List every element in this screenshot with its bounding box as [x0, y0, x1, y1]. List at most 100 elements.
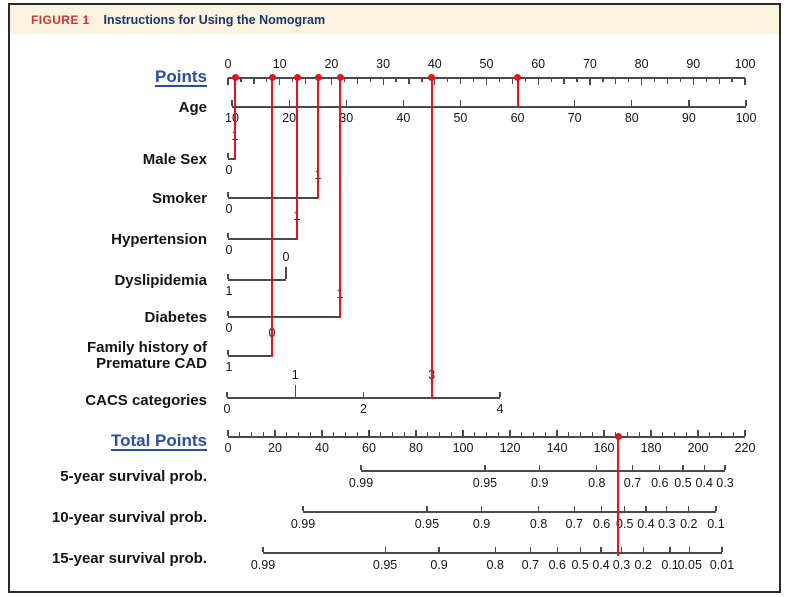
cacs-tick-label: 1 [291, 368, 299, 382]
total_points-tick [450, 431, 452, 436]
surv10-tick [666, 506, 668, 511]
figure-number-label: FIGURE 1 [31, 12, 90, 27]
surv5-tick-label: 0.7 [623, 476, 642, 490]
example-dot-diabetes [336, 74, 344, 82]
male_sex-tick [227, 153, 229, 158]
surv10-tick [480, 506, 483, 511]
surv5-tick [682, 465, 684, 470]
example-dot-smoker [314, 74, 322, 82]
axis-label-hypertension: Hypertension [111, 231, 207, 248]
total_points-tick [544, 431, 546, 436]
surv10-tick-label: 0.2 [680, 517, 698, 531]
total_points-tick [650, 429, 652, 436]
total_points-tick-label: 140 [546, 441, 568, 455]
axis-line-surv5 [361, 470, 725, 472]
age-tick [288, 99, 290, 106]
points-tick [550, 78, 552, 83]
surv15-tick [721, 547, 723, 552]
example-dot-hypertension [293, 74, 301, 82]
surv15-tick-label: 0.1 [661, 558, 679, 572]
axis-line-diabetes [228, 316, 340, 318]
total_points-tick-label: 40 [315, 441, 329, 455]
figure-header: FIGURE 1 Instructions for Using the Nomo… [10, 5, 779, 34]
axis-label-age: Age [178, 99, 207, 116]
total_points-tick [403, 431, 405, 436]
points-tick [498, 78, 501, 83]
surv15-tick [600, 547, 602, 552]
total_points-tick [250, 431, 253, 436]
total_points-tick [579, 431, 582, 436]
cacs-tick-label: 2 [360, 402, 367, 416]
age-tick [459, 99, 462, 106]
surv15-tick [529, 547, 532, 552]
points-tick [602, 78, 604, 83]
total_points-tick [697, 429, 699, 436]
total_points-tick [333, 431, 335, 436]
example-line-smoker [317, 77, 319, 199]
total_points-tick [286, 431, 288, 436]
total_points-tick [521, 431, 523, 436]
age-tick [745, 99, 747, 106]
total_points-tick [474, 431, 476, 436]
total_points-tick [438, 431, 441, 436]
example-dot-cacs [428, 74, 436, 82]
age-tick [688, 99, 690, 106]
total_points-tick [344, 431, 347, 436]
points-tick [421, 78, 423, 83]
surv5-tick [484, 465, 486, 470]
smoker-tick-label: 0 [225, 202, 233, 216]
points-tick [369, 78, 371, 83]
surv15-tick [642, 547, 644, 552]
total_points-tick [673, 431, 676, 436]
total_points-tick [227, 429, 229, 436]
total_points-tick [532, 431, 535, 436]
points-tick-label: 20 [324, 57, 339, 71]
surv5-tick [539, 465, 541, 470]
points-tick [472, 78, 475, 83]
surv10-tick [715, 506, 717, 511]
axis-line-dyslipidemia [228, 279, 286, 281]
points-tick-label: 90 [686, 57, 701, 71]
axis-line-surv15 [263, 552, 722, 554]
age-tick [231, 99, 233, 106]
points-tick [460, 78, 462, 84]
example-line-male_sex [234, 77, 236, 160]
surv10-tick [573, 506, 575, 511]
points-tick [524, 78, 526, 83]
age-tick [631, 99, 633, 106]
points-tick-label: 60 [531, 57, 546, 71]
surv15-tick [620, 547, 623, 552]
axis-line-cacs [227, 397, 500, 399]
total_points-tick [638, 431, 640, 436]
points-tick [615, 78, 617, 84]
famhx-tick-label: 1 [225, 360, 233, 374]
example-dot-famhx [268, 74, 276, 82]
surv10-tick [302, 506, 304, 511]
points-tick [485, 78, 488, 86]
points-tick [641, 78, 643, 86]
surv15-tick-label: 0.4 [592, 558, 610, 572]
age-tick-label: 70 [567, 111, 582, 125]
total_points-tick-label: 180 [640, 441, 662, 455]
axis-label-male_sex: Male Sex [142, 151, 207, 168]
age-tick-label: 10 [225, 111, 239, 125]
axis-label-famhx: Family history of Premature CAD [86, 339, 207, 372]
example-line-diabetes [339, 77, 341, 318]
example-dot-male_sex [231, 74, 239, 82]
example-dot-total_points [614, 433, 622, 441]
points-tick [589, 78, 591, 86]
surv10-tick-label: 0.99 [290, 517, 316, 531]
axis-line-male_sex [228, 158, 235, 160]
surv10-tick [426, 506, 428, 511]
total_points-tick [274, 429, 276, 436]
points-tick-label: 50 [479, 57, 494, 71]
age-tick-label: 100 [735, 111, 757, 125]
surv5-tick [596, 465, 598, 470]
cacs-tick-label: 0 [223, 402, 231, 416]
total_points-tick-label: 0 [224, 441, 232, 455]
axis-line-famhx [228, 355, 272, 357]
dyslipidemia-tick [285, 267, 287, 279]
surv10-tick-label: 0.7 [565, 517, 583, 531]
total_points-tick-label: 80 [409, 441, 423, 455]
